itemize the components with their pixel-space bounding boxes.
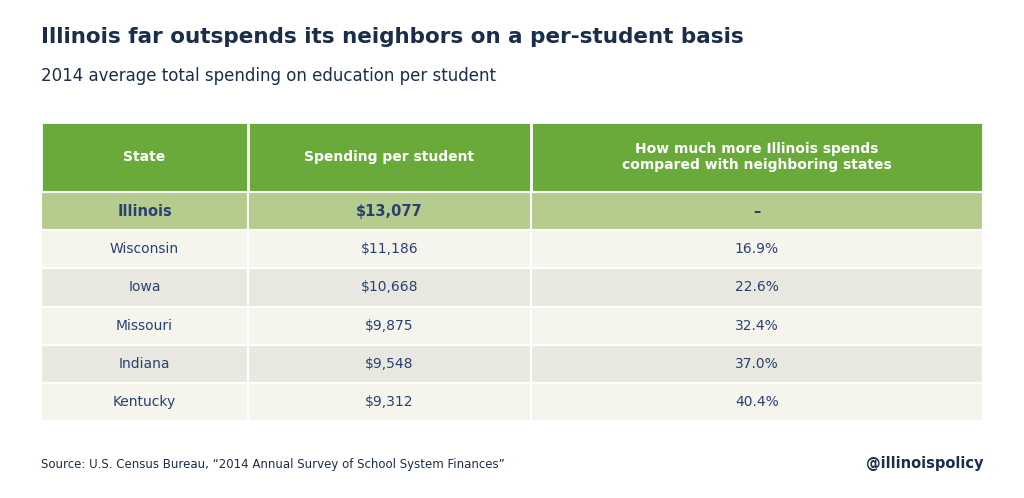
Text: Iowa: Iowa <box>128 280 161 294</box>
Text: 37.0%: 37.0% <box>735 357 779 371</box>
Text: State: State <box>124 150 166 164</box>
Text: 40.4%: 40.4% <box>735 395 779 409</box>
Text: $11,186: $11,186 <box>360 243 419 256</box>
Text: Missouri: Missouri <box>116 319 173 333</box>
Text: $9,875: $9,875 <box>366 319 414 333</box>
Text: Source: U.S. Census Bureau, “2014 Annual Survey of School System Finances”: Source: U.S. Census Bureau, “2014 Annual… <box>41 458 505 471</box>
Text: 22.6%: 22.6% <box>735 280 779 294</box>
Text: $9,548: $9,548 <box>366 357 414 371</box>
Text: @illinoispolicy: @illinoispolicy <box>865 456 983 471</box>
Text: 2014 average total spending on education per student: 2014 average total spending on education… <box>41 67 496 85</box>
Text: Illinois: Illinois <box>117 204 172 219</box>
Text: 16.9%: 16.9% <box>735 243 779 256</box>
Text: $13,077: $13,077 <box>356 204 423 219</box>
Text: $9,312: $9,312 <box>366 395 414 409</box>
Text: Kentucky: Kentucky <box>113 395 176 409</box>
Text: Spending per student: Spending per student <box>304 150 474 164</box>
Text: –: – <box>754 204 761 219</box>
Text: How much more Illinois spends
compared with neighboring states: How much more Illinois spends compared w… <box>622 142 892 172</box>
Text: $10,668: $10,668 <box>360 280 418 294</box>
Text: Indiana: Indiana <box>119 357 170 371</box>
Text: Wisconsin: Wisconsin <box>110 243 179 256</box>
Text: 32.4%: 32.4% <box>735 319 779 333</box>
Text: Illinois far outspends its neighbors on a per-student basis: Illinois far outspends its neighbors on … <box>41 27 743 47</box>
